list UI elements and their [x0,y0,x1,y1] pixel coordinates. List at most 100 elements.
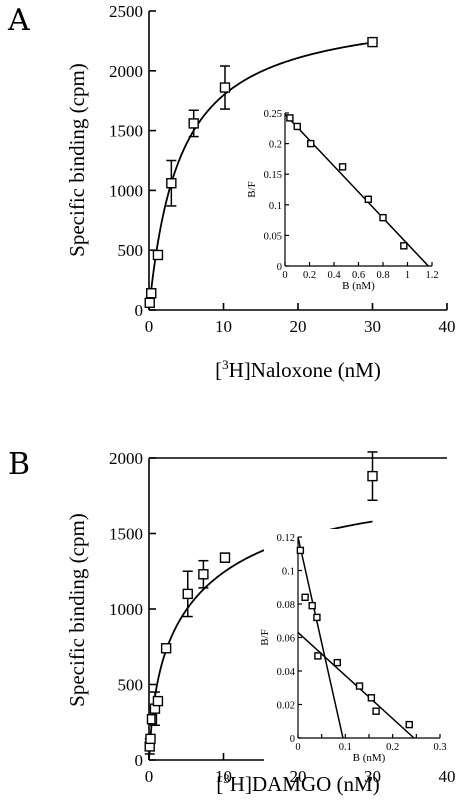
inset-y-tick-label: 0.2 [269,140,282,151]
inset-y-tick-label: 0 [277,262,282,273]
inset-y-axis-title: B/F [246,181,258,198]
inset-y-tick-label: 0.12 [277,533,295,544]
y-tick-label: 1000 [109,600,143,619]
inset-y-tick-label: 0.08 [277,600,295,611]
inset-y-tick-label: 0.05 [264,231,282,242]
data-point [145,733,156,745]
x-axis-title-prefix: [ [216,772,223,796]
inset-scatchard: 0 0.1 0.2 0.3 0 0.02 0.04 0.06 0.08 0.1 0.12 B (nM)… [259,529,448,766]
inset-data-point [308,601,316,610]
data-point [219,82,231,93]
data-point [182,588,193,600]
inset-y-tick-label: 0.25 [264,109,282,120]
x-axis-title: [3H]DAMGO (nM) [216,771,379,796]
fit-curve [148,520,373,761]
x-axis-title-text: H]Naloxone (nM) [229,358,381,382]
inset-x-tick-label: 0 [282,270,287,281]
y-tick-label: 1000 [109,181,143,200]
x-tick-label: 10 [215,767,232,786]
data-point [160,643,172,654]
data-point [166,178,177,189]
data-point [146,714,158,725]
inset-x-tick-label: 1.2 [425,270,438,281]
y-axis-title: Specific binding (cpm) [65,513,89,707]
y-tick-label: 1500 [109,525,143,544]
x-axis-title-superscript: 3 [223,771,230,786]
panel-letter: A [7,3,30,38]
data-point [219,552,231,563]
inset-data-point [355,682,364,690]
x-tick-label: 20 [290,767,307,786]
inset-y-tick-label: 0.1 [269,201,282,212]
inset-background [251,105,440,294]
y-tick-label: 500 [118,241,144,260]
data-point [152,249,164,261]
y-tick-label: 500 [118,676,144,695]
x-axis-title: [3H]Naloxone (nM) [215,357,381,382]
inset-data-point [333,658,341,667]
x-tick-label: 30 [364,767,381,786]
x-tick-label: 0 [145,317,154,336]
inset-data-point [293,122,301,131]
y-tick-label: 2000 [109,449,143,468]
inset-data-point [286,114,294,122]
inset-background [264,529,448,766]
inset-x-axis-title: B (nM) [342,280,375,292]
inset-data-point [372,707,380,715]
data-point [146,288,157,299]
data-point [144,297,155,309]
inset-data-point [301,593,309,601]
inset-scatchard: 0 0.2 0.4 0.6 0.8 1 1.2 0 0.05 0.1 0.15 0.2 0.25 B (n… [246,105,440,294]
inset-y-tick-label: 0.15 [264,170,282,181]
inset-y-tick-label: 0 [290,734,295,745]
inset-x-tick-label: 0.3 [433,742,446,753]
inset-x-tick-label: 0.8 [376,270,389,281]
inset-data-point [313,613,321,622]
x-axis-title-text: H]DAMGO (nM) [230,772,380,796]
x-tick-label: 40 [439,767,456,786]
inset-data-point [307,139,315,148]
inset-fit-line [297,536,344,739]
x-axis-title-prefix: [ [215,358,222,382]
inset-data-point [367,694,376,702]
inset-data-point [379,213,387,222]
inset-x-tick-label: 0.6 [352,270,365,281]
inset-x-tick-label: 0.4 [327,270,341,281]
y-tick-label: 0 [135,301,144,320]
x-axis-title-superscript: 3 [222,357,229,372]
data-point [188,118,199,129]
x-tick-label: 20 [290,317,307,336]
y-tick-label: 0 [135,751,144,770]
x-tick-label: 10 [215,317,232,336]
y-tick-label: 2000 [109,62,143,81]
inset-data-point [400,242,408,250]
inset-x-tick-label: 0.2 [386,742,399,753]
inset-x-tick-label: 0 [295,742,300,753]
inset-x-tick-label: 0.2 [303,270,316,281]
inset-x-tick-label: 1 [405,270,410,281]
inset-x-axis-title: B (nM) [353,752,386,764]
panel-letter: B [8,447,30,482]
x-tick-label: 40 [439,317,456,336]
y-tick-label: 2500 [109,2,143,21]
inset-data-point [338,163,347,171]
data-point [367,36,378,48]
inset-y-tick-label: 0.02 [277,701,295,712]
inset-data-point [405,720,413,729]
y-axis-title: Specific binding (cpm) [65,63,89,257]
inset-y-tick-label: 0.06 [277,634,295,645]
x-tick-label: 0 [145,767,154,786]
data-point [198,569,209,580]
inset-y-tick-label: 0.1 [282,567,295,578]
inset-fit-line [284,113,429,267]
fit-curve [148,41,373,311]
inset-y-axis-title: B/F [259,629,271,646]
inset-data-point [296,546,305,555]
inset-data-point [314,652,322,660]
data-point [367,470,378,482]
inset-data-point [364,195,372,203]
x-tick-label: 30 [364,317,381,336]
